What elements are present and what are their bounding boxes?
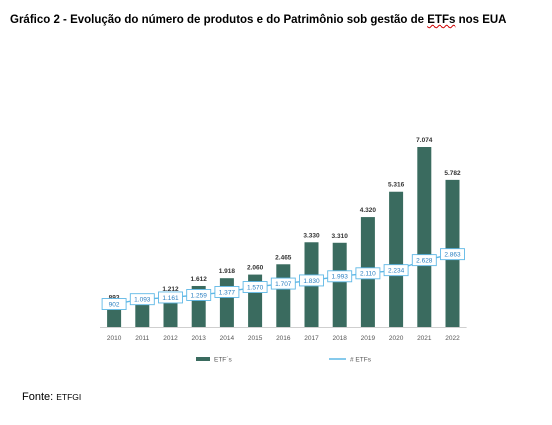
line-value-label: 1.093 (134, 297, 151, 304)
bar-2020 (389, 191, 404, 327)
bar-2014 (219, 278, 234, 327)
x-tick-label: 2016 (276, 335, 291, 342)
bar-value-label: 3.330 (303, 232, 320, 239)
line-label-box (158, 291, 183, 304)
bar-value-label: 5.782 (444, 170, 461, 177)
line-label-box (299, 274, 324, 287)
line-label-box (242, 281, 268, 294)
bar-2012 (163, 296, 178, 327)
legend-label-count: # ETFs (350, 357, 372, 364)
line-label-box (101, 298, 127, 310)
title-suffix: nos EUA (455, 14, 507, 26)
line-label-box (214, 286, 240, 298)
x-tick-label: 2015 (248, 335, 263, 342)
line-value-label: 902 (109, 301, 120, 308)
line-value-label: 1.707 (275, 281, 292, 288)
line-value-label: 1.993 (332, 274, 349, 281)
bar-2018 (332, 242, 347, 327)
line-value-label: 1.570 (247, 284, 264, 291)
bar-2011 (135, 303, 150, 327)
legend-label-etfs: ETF´s (214, 357, 232, 364)
bar-value-label: 3.310 (332, 233, 349, 240)
bar-value-label: 2.465 (275, 254, 292, 261)
bar-value-label: 893 (109, 294, 120, 301)
line-label-box (270, 277, 296, 290)
source-note: Fonte: ETFGI (22, 391, 81, 403)
line-value-label: 1.161 (162, 295, 179, 302)
line-value-label: 1.259 (191, 292, 208, 299)
bar-value-label: 7.074 (416, 137, 433, 144)
x-tick-label: 2021 (417, 335, 432, 342)
line-label-box (440, 248, 465, 261)
x-tick-label: 2017 (304, 335, 319, 342)
line-value-label: 2.234 (388, 268, 405, 275)
x-tick-label: 2014 (220, 335, 235, 342)
bar-value-label: 1.212 (162, 286, 179, 293)
line-label-box (186, 289, 212, 301)
figure-title: Gráfico 2 - Evolução do número de produt… (10, 14, 507, 26)
bar-2016 (276, 264, 291, 327)
line-label-box (129, 293, 155, 306)
bar-value-label: 5.316 (388, 182, 405, 189)
x-tick-label: 2022 (445, 335, 460, 342)
x-tick-label: 2020 (389, 335, 404, 342)
x-tick-label: 2013 (191, 335, 206, 342)
bar-value-label: 1.918 (219, 268, 236, 275)
bar-value-label: 4.320 (360, 207, 377, 214)
line-label-box (411, 254, 437, 267)
x-tick-label: 2012 (163, 335, 178, 342)
line-value-label: 2.628 (416, 258, 433, 265)
line-label-box (327, 270, 353, 283)
source-value: ETFGI (56, 392, 82, 402)
x-tick-label: 2010 (107, 335, 122, 342)
line-value-label: 2.110 (360, 271, 376, 278)
bar-value-label: 1.612 (191, 276, 208, 283)
title-prefix: Gráfico 2 - Evolução do número de produt… (10, 14, 428, 26)
x-tick-label: 2018 (332, 335, 347, 342)
line-label-box (383, 264, 409, 277)
bar-2021 (417, 147, 432, 327)
line-value-label: 2.863 (444, 252, 461, 259)
line-label-box (355, 267, 381, 280)
x-tick-label: 2011 (135, 335, 149, 342)
legend-swatch-etfs (196, 357, 210, 361)
line-value-label: 1.377 (219, 289, 236, 296)
x-tick-label: 2019 (361, 335, 376, 342)
line-value-label: 1.830 (303, 278, 320, 285)
title-etfs-underlined: ETFs (427, 14, 456, 26)
bar-value-label: 2.060 (247, 265, 264, 272)
source-label: Fonte: (22, 391, 54, 403)
